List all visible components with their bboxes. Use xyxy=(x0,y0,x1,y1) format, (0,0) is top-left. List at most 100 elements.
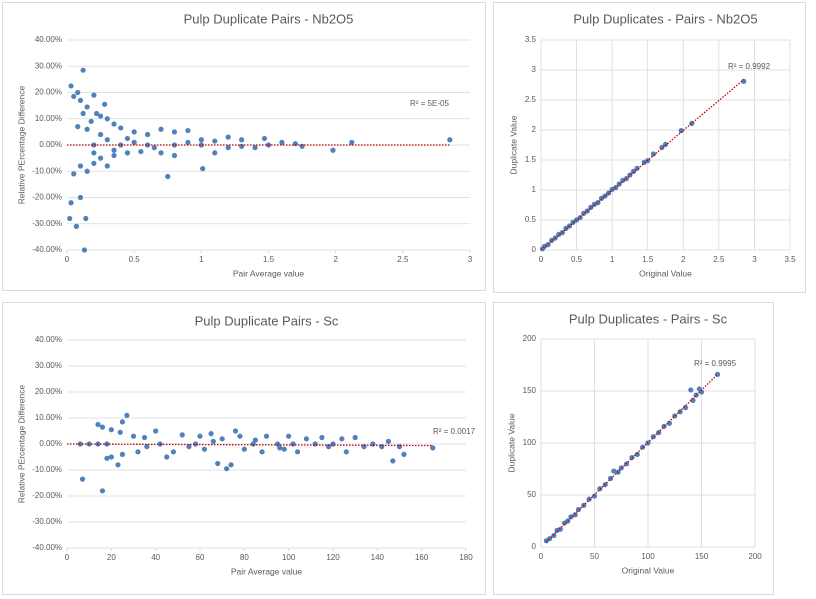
data-point xyxy=(430,445,436,451)
data-point xyxy=(688,387,694,393)
x-tick-label: 50 xyxy=(590,552,599,561)
y-tick-label: 200 xyxy=(523,334,537,343)
data-point xyxy=(68,200,74,206)
data-point xyxy=(108,427,114,433)
y-axis-title: Relative PErcentage Difference xyxy=(16,86,26,205)
data-point xyxy=(124,150,131,156)
data-point xyxy=(91,150,97,156)
y-tick-label: 30.00% xyxy=(35,61,62,70)
data-point xyxy=(572,512,578,518)
data-point xyxy=(274,441,281,447)
x-tick-label: 0.5 xyxy=(129,255,141,264)
data-point xyxy=(164,454,170,460)
data-point xyxy=(225,145,231,151)
data-point xyxy=(88,118,94,124)
y-tick-label: 10.00% xyxy=(35,413,62,422)
data-point xyxy=(104,116,110,122)
data-point xyxy=(634,451,640,458)
data-point xyxy=(277,445,283,451)
data-point xyxy=(97,155,104,161)
data-point xyxy=(119,419,126,425)
data-point xyxy=(75,124,81,130)
data-point xyxy=(102,101,108,107)
data-point xyxy=(135,449,141,455)
data-point xyxy=(83,215,89,222)
data-point xyxy=(292,141,298,147)
data-point xyxy=(68,83,74,89)
x-tick-label: 180 xyxy=(459,553,473,562)
y-tick-label: 20.00% xyxy=(35,387,62,396)
data-point xyxy=(171,129,178,135)
y-tick-label: 3 xyxy=(532,65,537,74)
data-point xyxy=(192,441,199,447)
data-point xyxy=(252,145,258,151)
data-point xyxy=(385,438,392,444)
r-squared-label: R² = 0.9992 xyxy=(728,62,771,71)
data-point xyxy=(714,371,721,377)
data-point xyxy=(111,147,117,153)
data-point xyxy=(77,97,84,103)
y-tick-label: -40.00% xyxy=(32,245,62,254)
data-point xyxy=(91,160,97,166)
x-tick-label: 0 xyxy=(539,255,544,264)
data-point xyxy=(111,152,117,159)
data-point xyxy=(339,436,345,442)
x-tick-label: 3.5 xyxy=(784,255,796,264)
data-point xyxy=(349,139,355,145)
y-tick-label: 0.5 xyxy=(525,215,537,224)
y-tick-label: 40.00% xyxy=(35,335,62,344)
data-point xyxy=(185,127,191,134)
data-point xyxy=(80,110,86,117)
chart-panel: Pulp Duplicate Pairs - Sc -40.00% -30.00% -… xyxy=(2,302,486,595)
data-point xyxy=(228,462,234,468)
data-point xyxy=(97,131,104,138)
x-tick-label: 2.5 xyxy=(713,255,725,264)
data-point xyxy=(666,420,673,426)
data-point xyxy=(141,434,148,441)
x-tick-label: 1 xyxy=(199,255,204,264)
data-point xyxy=(330,441,336,447)
y-tick-label: -20.00% xyxy=(32,193,62,202)
data-point xyxy=(219,436,225,442)
data-point xyxy=(171,152,178,159)
data-point xyxy=(185,139,191,145)
data-point xyxy=(330,147,336,153)
data-point xyxy=(138,148,144,155)
data-point xyxy=(595,200,601,206)
y-tick-label: 20.00% xyxy=(35,88,62,97)
data-point xyxy=(99,488,106,494)
r-squared-label: R² = 5E-05 xyxy=(410,99,449,108)
data-point xyxy=(343,449,349,455)
x-tick-label: 80 xyxy=(240,553,249,562)
data-point xyxy=(545,242,551,248)
data-point xyxy=(232,428,239,434)
data-point xyxy=(158,126,164,132)
data-point xyxy=(71,171,77,177)
data-point xyxy=(551,532,557,539)
data-point xyxy=(117,429,123,435)
x-tick-label: 2 xyxy=(333,255,338,264)
data-point xyxy=(144,444,150,450)
chart-title: Pulp Duplicate Pairs - Sc xyxy=(195,313,339,328)
chart-title: Pulp Duplicates - Pairs - Sc xyxy=(569,311,728,326)
data-point xyxy=(261,135,268,142)
data-point xyxy=(225,134,231,140)
data-point xyxy=(118,142,124,148)
y-axis-title: Duplicate Value xyxy=(508,115,518,174)
data-point xyxy=(239,137,245,143)
data-point xyxy=(401,451,407,457)
x-tick-label: 3 xyxy=(752,255,757,264)
data-point xyxy=(303,436,309,442)
y-tick-label: 1 xyxy=(532,185,537,194)
trendline xyxy=(66,443,433,447)
y-tick-label: 150 xyxy=(523,386,537,395)
data-point xyxy=(104,137,110,143)
chart-panel: Pulp Duplicates - Pairs - Nb2O5 0 0.5 1 1.5 2… xyxy=(493,2,806,293)
trendline xyxy=(540,79,745,251)
data-point xyxy=(108,454,114,460)
r-squared-label: R² = 0.0017 xyxy=(433,427,476,436)
data-point xyxy=(130,433,137,439)
data-point xyxy=(77,163,84,169)
data-point xyxy=(200,166,206,172)
